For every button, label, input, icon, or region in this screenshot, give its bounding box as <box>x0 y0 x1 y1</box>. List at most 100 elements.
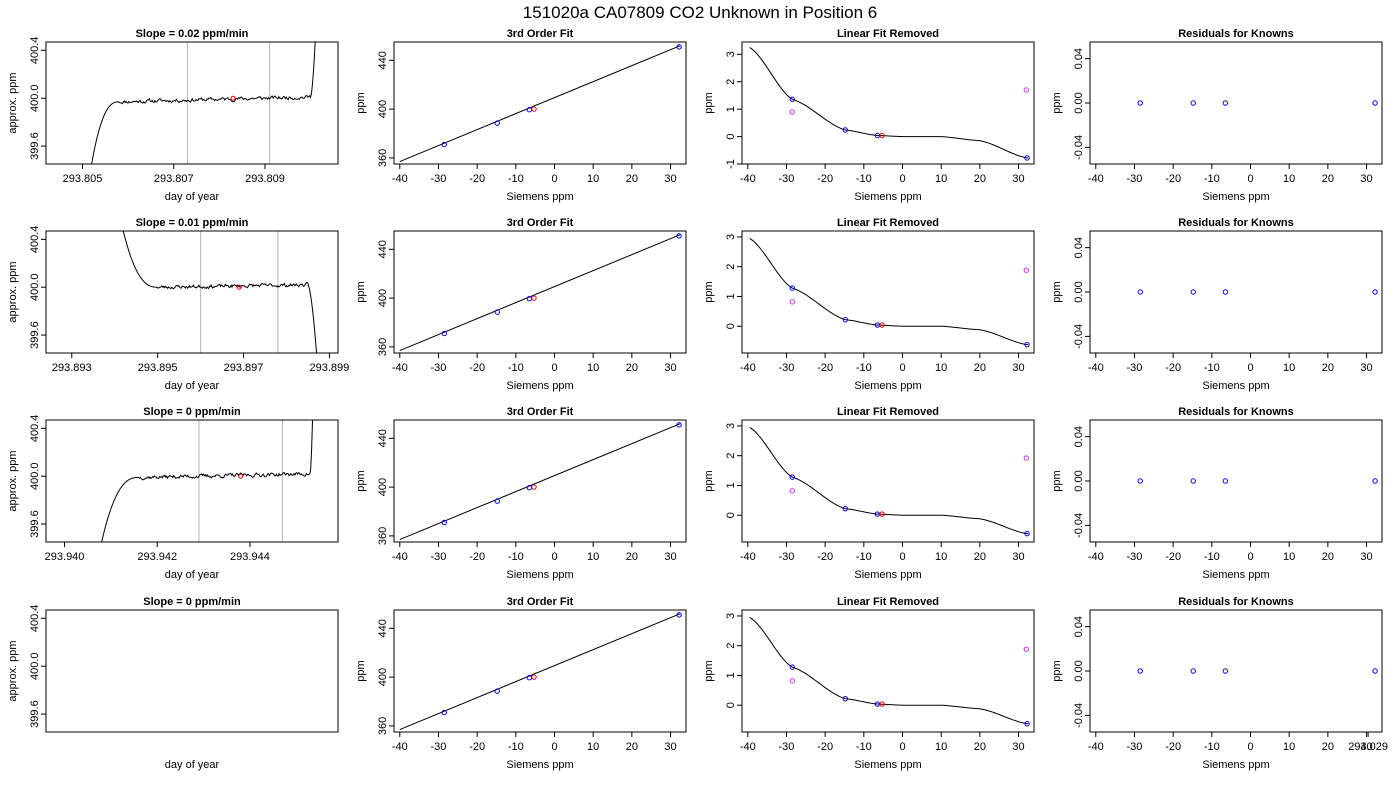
panel-2-4: Residuals for Knowns -40 -30 -20 -10 0 10 20 30 -… <box>1051 217 1383 392</box>
figure-title: 151020a CA07809 CO2 Unknown in Position … <box>523 3 877 22</box>
x-tick-label: -40 <box>1088 173 1104 185</box>
y-tick-label: 400.0 <box>29 84 41 112</box>
residual-point <box>1372 478 1378 484</box>
raw-point <box>789 678 795 684</box>
x-tick-label: 30 <box>1012 551 1024 563</box>
y-tick-label: 0 <box>725 702 737 708</box>
y-tick-label: 360 <box>377 149 389 167</box>
residual-point <box>1222 289 1229 295</box>
y-tick-label: 400 <box>377 668 389 686</box>
residual-point <box>1190 289 1196 295</box>
x-tick-label: -10 <box>1204 173 1220 185</box>
y-tick-label: 0.04 <box>1073 48 1085 69</box>
x-tick-label: 0 <box>551 741 557 753</box>
x-tick-label: 10 <box>587 551 599 563</box>
x-tick-label: -10 <box>508 173 524 185</box>
known-point <box>676 612 682 618</box>
known-point <box>1024 341 1030 348</box>
unknown-point <box>531 674 537 680</box>
y-tick-label: 0 <box>725 512 737 518</box>
x-tick-label: 293.942 <box>137 551 177 563</box>
x-tick-label: 20 <box>626 551 638 563</box>
y-axis-label: approx. ppm <box>7 450 19 511</box>
x-tick-label: 30 <box>1012 173 1024 185</box>
x-tick-label: -40 <box>392 551 408 563</box>
x-tick-label: -40 <box>740 173 756 185</box>
y-axis-label: approx. ppm <box>7 640 19 701</box>
y-tick-label: 400.0 <box>29 652 41 680</box>
x-tick-label: -40 <box>740 362 756 374</box>
plot-frame <box>1089 419 1383 543</box>
x-tick-label: -20 <box>469 362 485 374</box>
y-tick-label: 400 <box>377 289 389 307</box>
x-tick-label: -10 <box>1204 362 1220 374</box>
x-tick-label: 293.940 <box>45 551 85 563</box>
x-tick-label: 0 <box>1247 173 1253 185</box>
unknown-mean-marker <box>238 473 244 479</box>
x-tick-label: 10 <box>935 741 947 753</box>
y-tick-label: 0.00 <box>1073 281 1085 302</box>
x-tick-label: 30 <box>664 362 676 374</box>
x-tick-label: -10 <box>508 362 524 374</box>
raw-point <box>789 299 795 305</box>
y-tick-label: 0.00 <box>1073 470 1085 491</box>
panel-title: 3rd Order Fit <box>507 217 574 229</box>
plot-frame <box>45 419 339 543</box>
y-tick-label: 3 <box>725 234 737 240</box>
ppm-trace <box>101 420 314 542</box>
panel-4-2: 3rd Order Fit -40 -30 -20 -10 0 10 20 30 360 400 44… <box>355 596 687 771</box>
x-tick-label: 20 <box>626 362 638 374</box>
y-tick-label: 400 <box>377 478 389 496</box>
x-axis-label: Siemens ppm <box>854 569 921 581</box>
cubic-residual-curve <box>749 238 1029 346</box>
panel-title: Linear Fit Removed <box>837 28 939 40</box>
y-tick-label: 400.4 <box>29 37 41 65</box>
y-axis-label: ppm <box>1051 281 1063 302</box>
x-tick-label: 20 <box>974 362 986 374</box>
known-point <box>494 120 500 126</box>
x-tick-label: -20 <box>1165 551 1181 563</box>
residual-point <box>1222 100 1229 106</box>
x-tick-label: 30 <box>664 551 676 563</box>
x-tick-label: -40 <box>392 173 408 185</box>
x-tick-label: 20 <box>1322 362 1334 374</box>
plot-frame <box>1089 609 1383 733</box>
data-layer <box>749 47 1030 161</box>
y-tick-label: 0.00 <box>1073 92 1085 113</box>
known-point <box>789 285 795 291</box>
cubic-residual-curve <box>749 617 1029 725</box>
x-tick-label: -30 <box>779 173 795 185</box>
unknown-mean-marker <box>236 284 242 290</box>
x-axis-label: Siemens ppm <box>506 759 573 771</box>
unknown-point <box>879 511 885 517</box>
x-tick-label: -20 <box>817 173 833 185</box>
y-tick-label: 2 <box>725 79 737 85</box>
data-layer <box>1137 100 1378 106</box>
cubic-residual-curve <box>749 47 1029 159</box>
known-point <box>789 96 795 102</box>
known-point <box>1024 155 1030 161</box>
x-tick-label: -30 <box>431 362 447 374</box>
x-tick-label: 293.807 <box>154 173 194 185</box>
panel-3-3: Linear Fit Removed -40 -30 -20 -10 0 10 20 30 0 1 2… <box>703 406 1035 581</box>
x-tick-label: 10 <box>1283 173 1295 185</box>
raw-point <box>789 488 795 494</box>
data-layer <box>399 233 682 352</box>
y-tick-label: 440 <box>377 429 389 447</box>
data-layer <box>749 427 1030 537</box>
data-layer <box>749 238 1030 348</box>
known-point <box>441 709 447 716</box>
y-tick-label: 2 <box>725 264 737 270</box>
data-layer <box>1137 289 1378 295</box>
x-tick-label: 10 <box>1283 551 1295 563</box>
y-tick-label: 0.04 <box>1073 237 1085 258</box>
x-tick-label: 30 <box>1360 173 1372 185</box>
x-tick-label: -40 <box>740 741 756 753</box>
y-tick-label: 440 <box>377 51 389 69</box>
x-tick-label: -10 <box>1204 551 1220 563</box>
plot-frame <box>741 230 1035 354</box>
x-tick-label: 20 <box>626 741 638 753</box>
x-tick-label: 20 <box>974 173 986 185</box>
x-axis-label: Siemens ppm <box>1202 191 1269 203</box>
x-tick-label: 10 <box>1283 741 1295 753</box>
